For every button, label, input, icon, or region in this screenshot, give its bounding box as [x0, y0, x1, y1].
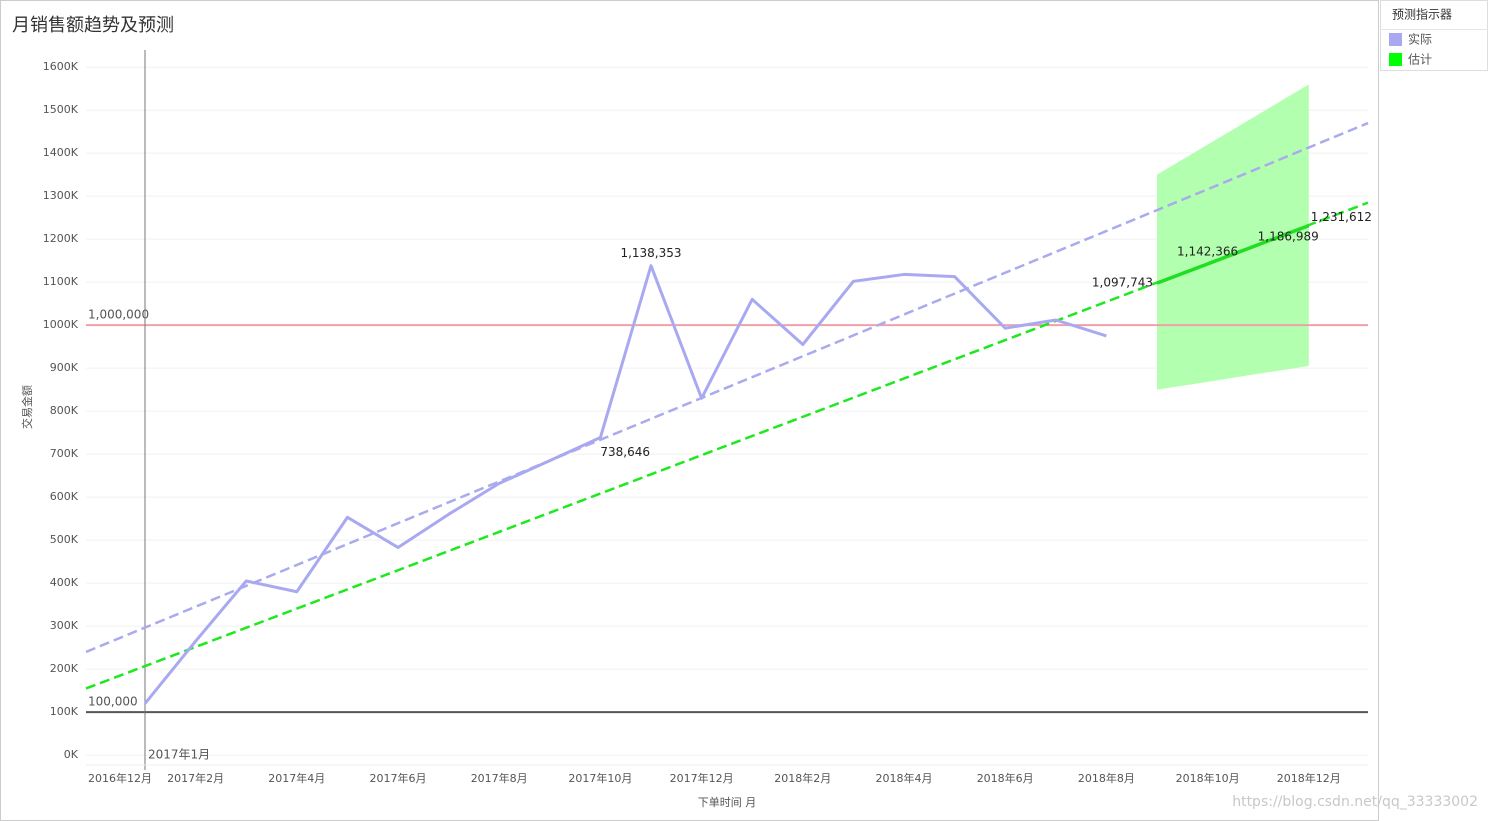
x-tick-label: 2016年12月 — [88, 771, 152, 785]
y-tick-label: 500K — [50, 533, 79, 546]
reference-label: 100,000 — [88, 695, 138, 709]
legend-swatch — [1389, 33, 1402, 46]
y-tick-label: 1400K — [43, 146, 79, 159]
forecast-band — [1157, 84, 1309, 390]
x-tick-label: 2017年8月 — [471, 771, 528, 785]
x-tick-label: 2017年2月 — [167, 771, 224, 785]
x-tick-label: 2018年2月 — [774, 771, 831, 785]
y-tick-label: 200K — [50, 662, 79, 675]
x-tick-label: 2018年12月 — [1277, 771, 1341, 785]
trend-line — [85, 201, 1369, 690]
legend-label: 估计 — [1408, 53, 1432, 67]
x-tick-label: 2018年10月 — [1176, 771, 1240, 785]
x-tick-label: 2017年6月 — [370, 771, 427, 785]
x-tick-label: 2017年4月 — [268, 771, 325, 785]
x-tick-label: 2017年10月 — [568, 771, 632, 785]
data-label: 1,231,612 — [1311, 210, 1372, 224]
y-tick-label: 1100K — [43, 275, 79, 288]
y-tick-label: 600K — [50, 490, 79, 503]
legend-swatch — [1389, 53, 1402, 66]
chart-title: 月销售额趋势及预测 — [12, 15, 174, 36]
x-tick-label: 2018年8月 — [1078, 771, 1135, 785]
reference-label: 1,000,000 — [88, 308, 149, 322]
y-tick-label: 700K — [50, 447, 79, 460]
data-label: 1,186,989 — [1258, 229, 1319, 243]
data-label: 738,646 — [600, 445, 650, 459]
y-tick-label: 800K — [50, 404, 79, 417]
legend-title: 预测指示器 — [1392, 7, 1452, 22]
x-tick-label: 2018年4月 — [876, 771, 933, 785]
watermark: https://blog.csdn.net/qq_33333002 — [1232, 794, 1478, 810]
legend-label: 实际 — [1408, 32, 1432, 47]
y-tick-label: 0K — [64, 748, 79, 761]
data-label: 1,138,353 — [620, 246, 681, 260]
data-label: 1,097,743 — [1092, 276, 1153, 290]
y-tick-label: 1500K — [43, 103, 79, 116]
y-tick-label: 1300K — [43, 189, 79, 202]
chart-frame — [0, 0, 1379, 821]
data-label: 1,142,366 — [1177, 244, 1238, 258]
x-reference-label: 2017年1月 — [148, 748, 210, 762]
y-tick-label: 900K — [50, 361, 79, 374]
series-line — [143, 264, 1107, 705]
y-tick-label: 1000K — [43, 318, 79, 331]
x-tick-label: 2017年12月 — [670, 771, 734, 785]
y-tick-label: 300K — [50, 619, 79, 632]
y-tick-label: 1600K — [43, 60, 79, 73]
y-tick-label: 400K — [50, 576, 79, 589]
y-tick-label: 100K — [50, 705, 79, 718]
y-axis-title: 交易金额 — [20, 385, 34, 429]
x-axis-title: 下单时间 月 — [698, 796, 757, 809]
y-tick-label: 1200K — [43, 232, 79, 245]
x-tick-label: 2018年6月 — [977, 771, 1034, 785]
series-line — [1156, 223, 1310, 285]
trend-line — [85, 121, 1369, 654]
